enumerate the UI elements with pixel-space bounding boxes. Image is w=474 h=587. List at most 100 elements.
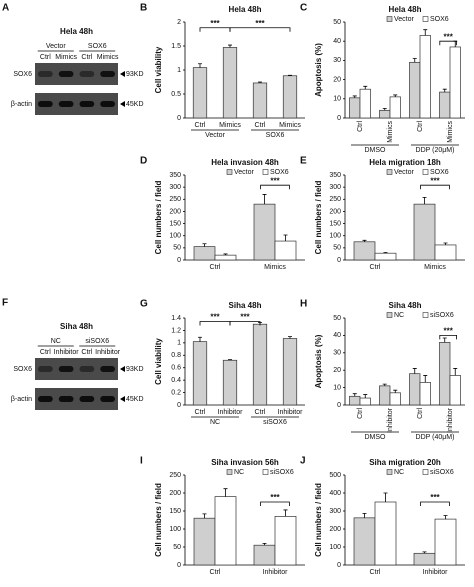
y-tick-label: 10: [333, 96, 341, 103]
x-tick-label: Ctrl: [357, 408, 364, 419]
row-label: β-actin: [11, 396, 32, 403]
bar: [274, 516, 297, 566]
error-bar: [198, 63, 202, 68]
size-arrow: [120, 366, 125, 372]
error-bar: [228, 44, 232, 48]
legend-swatch: [226, 169, 233, 175]
group-label: DDP (40μM): [416, 434, 455, 441]
panel-letter: F: [2, 298, 8, 309]
bar: [379, 385, 391, 406]
blot-title: Hela 48h: [60, 27, 93, 36]
y-tick-label: 400: [329, 490, 341, 497]
bar: [413, 552, 436, 566]
error-bar: [423, 29, 428, 36]
bar: [439, 91, 451, 119]
legend-label: NC: [394, 312, 404, 319]
error-bar: [352, 95, 357, 98]
y-tick-label: 350: [169, 172, 181, 179]
legend-label: SOX6: [430, 16, 449, 23]
legend-label: Vector: [234, 169, 255, 176]
blot-band: [38, 71, 53, 77]
bar: [409, 61, 421, 119]
error-bar: [352, 393, 357, 397]
legend-swatch: [262, 169, 269, 175]
bar: [353, 241, 376, 261]
x-tick-label: Inhibitor: [218, 409, 244, 416]
error-bar: [283, 509, 288, 517]
size-label: 93KD: [126, 366, 144, 373]
size-arrow: [120, 71, 125, 77]
bar: [434, 244, 457, 261]
bar: [353, 517, 376, 566]
y-tick-label: 50: [333, 19, 341, 26]
x-tick-label: Ctrl: [255, 122, 266, 129]
error-bar: [442, 337, 447, 343]
y-tick-label: 200: [329, 208, 341, 215]
panel-letter: H: [300, 299, 307, 310]
chart-title: Siha migration 20h: [369, 458, 441, 467]
bar: [274, 240, 297, 261]
panel-letter: I: [140, 456, 143, 467]
error-bar: [423, 375, 428, 383]
bar: [214, 496, 237, 566]
bar: [349, 97, 361, 119]
error-bar: [442, 88, 447, 93]
y-tick-label: 0.5: [171, 91, 181, 98]
y-tick-label: 1: [177, 340, 181, 347]
error-bar: [202, 513, 207, 519]
legend-label: SOX6: [430, 169, 449, 176]
y-tick-label: 100: [169, 233, 181, 240]
panel-letter: G: [140, 299, 148, 310]
legend-label: NC: [394, 469, 404, 476]
error-bar: [412, 58, 417, 63]
x-tick-label: Mimics: [387, 121, 394, 143]
error-bar: [283, 234, 288, 242]
error-bar: [453, 368, 458, 376]
sig-bracket: [199, 27, 231, 32]
blot-group: SOX6: [88, 43, 107, 50]
blot-band: [79, 101, 95, 107]
chart-title: Hela 48h: [229, 5, 262, 14]
chart-title: Hela migration 18h: [369, 158, 441, 167]
error-bar: [422, 196, 427, 205]
y-tick-label: 200: [329, 526, 341, 533]
error-bar: [382, 383, 387, 386]
blot-group: Vector: [46, 43, 67, 50]
blot-title: Siha 48h: [60, 322, 93, 331]
bar: [389, 392, 401, 406]
row-label: SOX6: [13, 366, 32, 373]
chart-title: Hela 48h: [389, 5, 422, 14]
lane-label: Ctrl: [40, 349, 51, 356]
x-tick-label: Ctrl: [255, 409, 266, 416]
error-bar: [228, 359, 232, 361]
y-tick-label: 250: [169, 196, 181, 203]
blot-band: [79, 366, 95, 372]
group-label: SOX6: [266, 132, 285, 139]
sig-bracket: [420, 501, 450, 506]
x-tick-label: Ctrl: [417, 121, 424, 132]
blot-strip: [35, 63, 118, 85]
legend-swatch: [386, 169, 393, 175]
y-tick-label: 1.5: [171, 43, 181, 50]
bar: [439, 342, 451, 406]
bar: [193, 517, 216, 566]
error-bar: [443, 515, 448, 520]
group-label: DMSO: [365, 147, 387, 154]
size-label: 93KD: [126, 71, 144, 78]
sig-bracket: [229, 321, 261, 326]
y-tick-label: 1: [177, 67, 181, 74]
lane-label: Ctrl: [40, 54, 51, 61]
legend-swatch: [386, 469, 393, 475]
bar: [192, 67, 208, 119]
y-tick-label: 1.4: [171, 315, 181, 322]
y-axis-label: Apoptosis (%): [314, 43, 323, 97]
y-tick-label: 100: [169, 526, 181, 533]
error-bar: [262, 543, 267, 546]
error-bar: [198, 336, 202, 342]
bar: [222, 359, 238, 406]
panel-letter: J: [300, 456, 306, 467]
y-tick-label: 2: [177, 19, 181, 26]
legend-label: NC: [234, 469, 244, 476]
blot-band: [58, 396, 74, 402]
legend-swatch: [226, 469, 233, 475]
